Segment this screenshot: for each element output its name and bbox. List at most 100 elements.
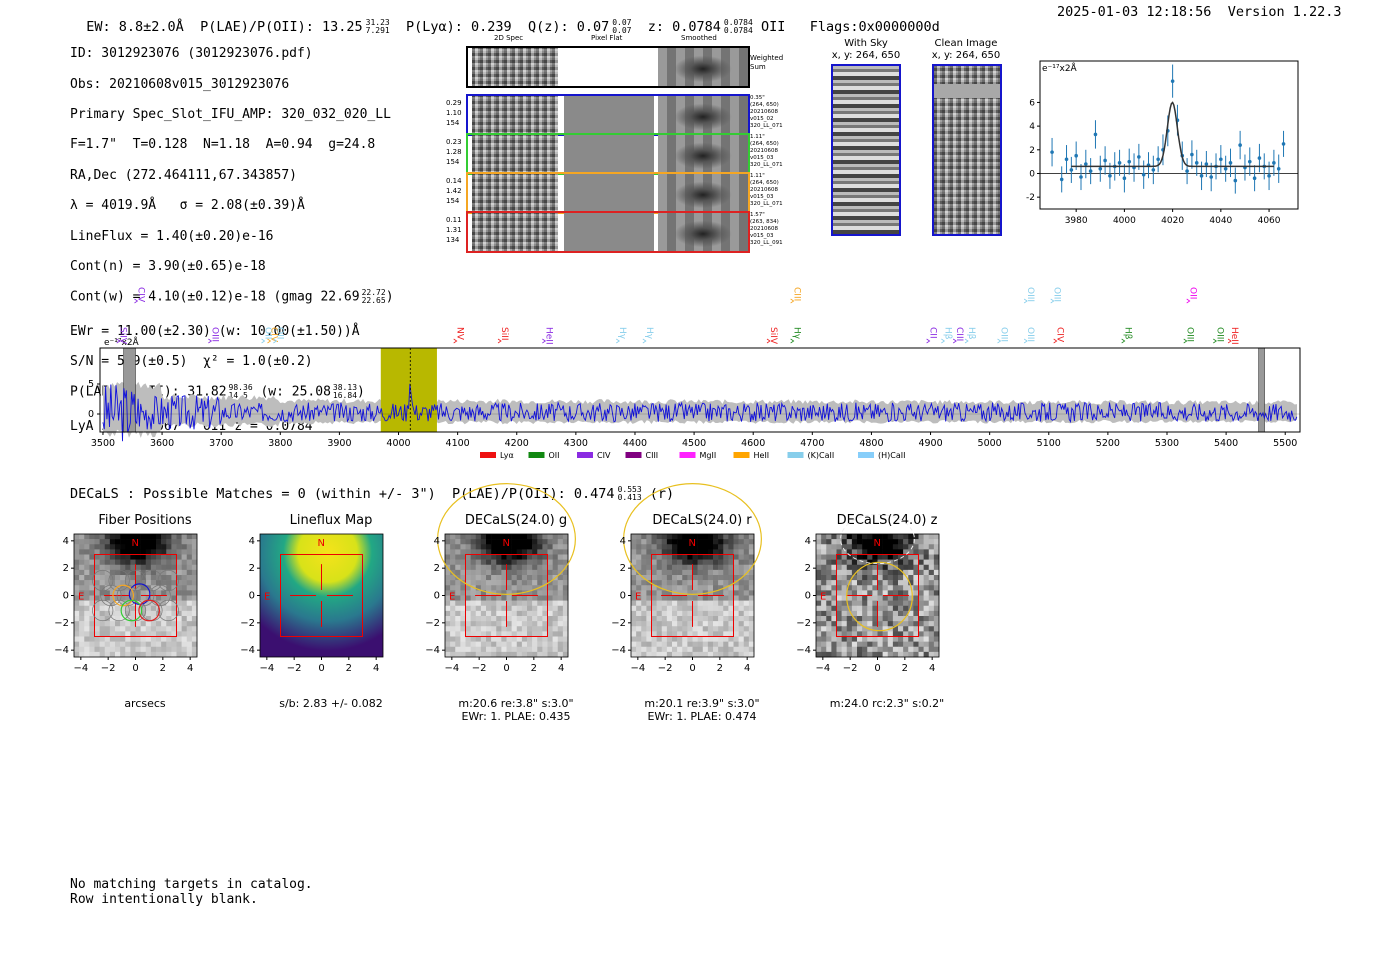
pixel xyxy=(928,605,935,612)
pixel xyxy=(465,626,471,632)
legend-label: CIII xyxy=(646,451,659,460)
pixel xyxy=(903,590,909,596)
pixel xyxy=(176,539,182,545)
panel-caption: s/b: 2.83 +/- 0.082 xyxy=(279,697,383,710)
pixel xyxy=(687,641,693,648)
pixel xyxy=(892,549,899,555)
pixel xyxy=(923,651,930,658)
pixel xyxy=(511,600,518,607)
pixel xyxy=(511,590,518,596)
pixel xyxy=(713,626,719,632)
pixel xyxy=(743,564,750,571)
zoom-point xyxy=(1074,153,1078,158)
pixel xyxy=(713,580,719,586)
pixel xyxy=(475,605,482,612)
pixel xyxy=(445,605,451,612)
pixel xyxy=(857,595,863,601)
pixel xyxy=(892,636,899,642)
pixel xyxy=(836,580,842,586)
pixel xyxy=(857,646,863,653)
pixel xyxy=(445,569,451,576)
pixel xyxy=(125,539,131,545)
pixel xyxy=(851,549,858,555)
pixel xyxy=(898,575,904,581)
pixel xyxy=(928,621,935,627)
pixel xyxy=(872,554,878,560)
cutout-note: 0.35" xyxy=(750,95,765,101)
zoom-point xyxy=(1108,174,1112,178)
pixel xyxy=(923,631,930,637)
pixel xyxy=(816,636,822,642)
pixel xyxy=(672,646,678,653)
pixel xyxy=(933,626,940,632)
pixel xyxy=(646,554,652,560)
pixel xyxy=(521,595,528,601)
pixel xyxy=(562,616,569,622)
pixel xyxy=(156,616,162,622)
pixel xyxy=(631,549,637,555)
pixel xyxy=(130,631,136,637)
pixel xyxy=(892,569,899,576)
cutout-note: (264, 650) xyxy=(750,141,779,147)
pixel xyxy=(445,534,451,540)
pixel xyxy=(857,569,863,576)
pixel xyxy=(831,631,837,637)
pixel xyxy=(445,616,451,622)
pixel xyxy=(161,651,167,658)
pixel xyxy=(903,580,909,586)
pixel xyxy=(455,564,461,571)
footer-line: No matching targets in catalog. xyxy=(70,877,313,892)
pixel xyxy=(872,616,878,622)
pixel xyxy=(661,595,668,601)
pixel xyxy=(542,610,548,617)
pixel xyxy=(516,580,523,586)
source-ellipse xyxy=(623,483,762,595)
spectrum-line xyxy=(102,383,1298,442)
pixel xyxy=(562,626,569,632)
pixel xyxy=(631,539,637,545)
pixel xyxy=(877,626,883,632)
pixel xyxy=(821,616,827,622)
pixel xyxy=(718,549,724,555)
zoom-point xyxy=(1252,176,1257,181)
pixel xyxy=(475,600,482,607)
pixel xyxy=(836,569,842,576)
pixel xyxy=(94,575,100,581)
pixel xyxy=(867,590,873,596)
pixel xyxy=(862,575,868,581)
pixel xyxy=(115,616,121,622)
pixel xyxy=(918,569,924,576)
pixel xyxy=(831,559,837,566)
pixel xyxy=(908,554,914,560)
x-tick-label: −4 xyxy=(444,663,459,674)
source-ellipse xyxy=(437,483,576,595)
pixel xyxy=(537,600,543,607)
cutout-note: 1.11" xyxy=(750,173,765,179)
pixel xyxy=(733,590,739,596)
pixel xyxy=(79,600,85,607)
pixel xyxy=(892,590,899,596)
pixel xyxy=(821,636,827,642)
north-label: N xyxy=(689,538,696,549)
pixel xyxy=(677,585,683,591)
pixel xyxy=(923,554,930,560)
decals-hdr-hi: 0.553 xyxy=(617,485,642,494)
pixel xyxy=(646,595,652,601)
pixel xyxy=(506,616,512,622)
fiber-circle xyxy=(92,569,114,592)
pixel xyxy=(713,641,719,648)
cutout-weight: 154 xyxy=(446,119,460,127)
pixel xyxy=(723,646,729,653)
pixel xyxy=(89,641,95,648)
pixel xyxy=(511,559,518,566)
pixel xyxy=(74,534,80,540)
pixel xyxy=(191,621,198,627)
pixel xyxy=(748,534,755,540)
pixel xyxy=(140,621,147,627)
pixel xyxy=(156,626,162,632)
pixel xyxy=(79,539,85,545)
pixel xyxy=(527,595,533,601)
pixel xyxy=(831,636,837,642)
pixel xyxy=(511,605,518,612)
pixel xyxy=(702,636,709,642)
